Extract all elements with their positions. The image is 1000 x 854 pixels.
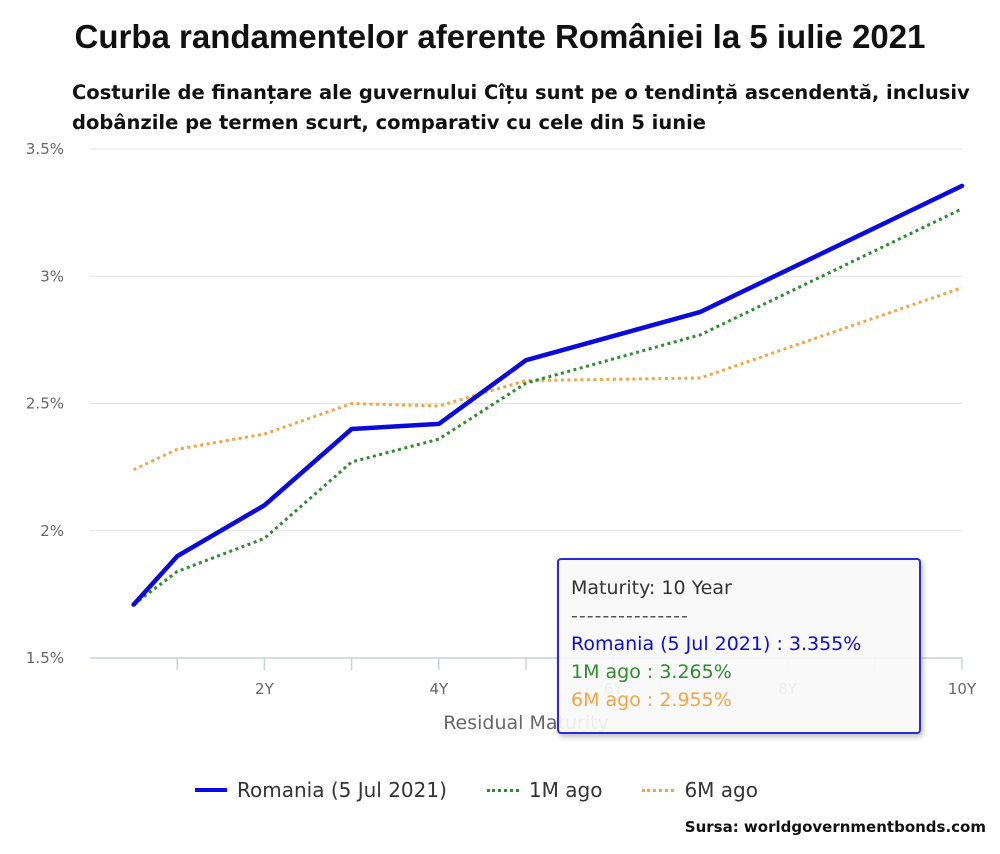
series-lines bbox=[131, 183, 965, 607]
source-note: Sursa: worldgovernmentbonds.com bbox=[684, 818, 986, 836]
y-tick-label: 3.5% bbox=[26, 140, 64, 158]
series-line-6m[interactable] bbox=[132, 286, 963, 472]
series-line-romania[interactable] bbox=[131, 183, 965, 607]
legend-item-1m[interactable]: 1M ago bbox=[486, 778, 603, 802]
tooltip-line-1m: 1M ago : 3.265% bbox=[571, 661, 732, 683]
legend-item-romania[interactable]: Romania (5 Jul 2021) bbox=[195, 778, 447, 802]
x-tick-label: 2Y bbox=[255, 680, 275, 698]
gridlines bbox=[90, 148, 962, 532]
tooltip: Maturity: 10 Year --------------- Romani… bbox=[557, 558, 921, 734]
y-tick-label: 2.5% bbox=[26, 395, 64, 413]
legend-label-romania: Romania (5 Jul 2021) bbox=[237, 778, 447, 802]
tooltip-line-6m: 6M ago : 2.955% bbox=[571, 689, 732, 711]
chart-subtitle: Costurile de finanțare ale guvernului Cî… bbox=[72, 81, 970, 134]
y-tick-label: 2% bbox=[40, 522, 64, 540]
legend-item-6m[interactable]: 6M ago bbox=[642, 778, 758, 802]
x-tick-label: 10Y bbox=[948, 680, 977, 698]
y-tick-label: 1.5% bbox=[26, 649, 64, 667]
tooltip-line-romania: Romania (5 Jul 2021) : 3.355% bbox=[571, 633, 862, 655]
tooltip-header: Maturity: 10 Year bbox=[571, 577, 732, 599]
series-line-1m[interactable] bbox=[132, 207, 963, 606]
chart-title: Curba randamentelor aferente României la… bbox=[74, 18, 926, 55]
legend-label-1m: 1M ago bbox=[528, 778, 603, 802]
tooltip-separator: --------------- bbox=[571, 605, 689, 627]
legend-swatch-1m bbox=[486, 788, 519, 792]
y-tick-label: 3% bbox=[40, 267, 64, 285]
legend-swatch-romania bbox=[195, 788, 227, 792]
legend-swatch-6m bbox=[642, 788, 675, 792]
y-axis-ticks: 1.5% 2% 2.5% 3% 3.5% bbox=[26, 140, 64, 667]
x-tick-label: 4Y bbox=[429, 680, 449, 698]
legend: Romania (5 Jul 2021) 1M ago 6M ago bbox=[195, 774, 798, 806]
legend-label-6m: 6M ago bbox=[684, 778, 758, 802]
